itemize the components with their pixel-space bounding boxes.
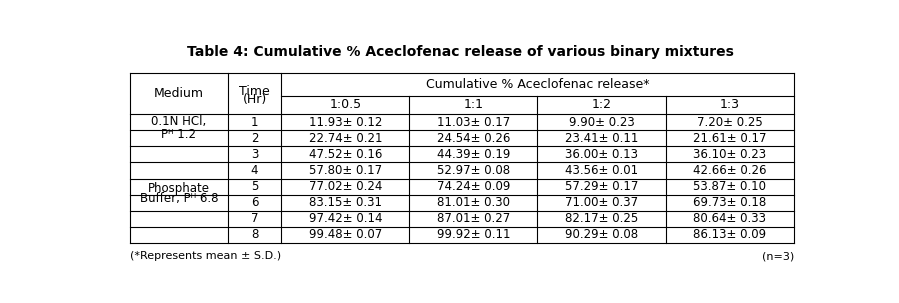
Text: 1:0.5: 1:0.5	[329, 98, 361, 112]
Text: 99.92± 0.11: 99.92± 0.11	[437, 228, 510, 241]
Text: 1:1: 1:1	[463, 98, 484, 112]
Text: 99.48± 0.07: 99.48± 0.07	[308, 228, 382, 241]
Text: (n=3): (n=3)	[761, 251, 794, 261]
Text: 71.00± 0.37: 71.00± 0.37	[565, 196, 638, 209]
Text: 82.17± 0.25: 82.17± 0.25	[565, 212, 638, 225]
Text: Phosphate: Phosphate	[148, 182, 210, 195]
Text: 9.90± 0.23: 9.90± 0.23	[569, 116, 635, 129]
Text: 74.24± 0.09: 74.24± 0.09	[437, 180, 510, 193]
Text: 7: 7	[251, 212, 258, 225]
Text: 97.42± 0.14: 97.42± 0.14	[308, 212, 382, 225]
Text: 6: 6	[251, 196, 258, 209]
Text: 87.01± 0.27: 87.01± 0.27	[437, 212, 510, 225]
Text: 43.56± 0.01: 43.56± 0.01	[565, 164, 638, 177]
Text: (Hr): (Hr)	[243, 93, 267, 106]
Text: 0.1N HCl,: 0.1N HCl,	[151, 115, 207, 128]
Text: (*Represents mean ± S.D.): (*Represents mean ± S.D.)	[129, 251, 280, 261]
Text: 1:2: 1:2	[592, 98, 611, 112]
Text: Cumulative % Aceclofenac release*: Cumulative % Aceclofenac release*	[426, 78, 649, 91]
Text: 90.29± 0.08: 90.29± 0.08	[565, 228, 638, 241]
Text: Table 4: Cumulative % Aceclofenac release of various binary mixtures: Table 4: Cumulative % Aceclofenac releas…	[187, 45, 734, 58]
Text: 57.29± 0.17: 57.29± 0.17	[565, 180, 638, 193]
Text: Medium: Medium	[154, 87, 204, 100]
Text: 11.03± 0.17: 11.03± 0.17	[437, 116, 510, 129]
Text: 2: 2	[251, 132, 258, 145]
Text: 23.41± 0.11: 23.41± 0.11	[565, 132, 638, 145]
Text: 11.93± 0.12: 11.93± 0.12	[308, 116, 382, 129]
Text: 5: 5	[251, 180, 258, 193]
Text: Pᴴ 1.2: Pᴴ 1.2	[162, 128, 196, 141]
Text: 36.00± 0.13: 36.00± 0.13	[565, 148, 638, 161]
Text: 81.01± 0.30: 81.01± 0.30	[437, 196, 510, 209]
Text: 80.64± 0.33: 80.64± 0.33	[693, 212, 766, 225]
Text: 21.61± 0.17: 21.61± 0.17	[693, 132, 767, 145]
Text: 1:3: 1:3	[720, 98, 740, 112]
Text: 24.54± 0.26: 24.54± 0.26	[437, 132, 510, 145]
Text: Buffer, Pᴴ 6.8: Buffer, Pᴴ 6.8	[139, 192, 218, 205]
Text: 1: 1	[251, 116, 258, 129]
Text: Time: Time	[239, 85, 270, 98]
Text: 36.10± 0.23: 36.10± 0.23	[693, 148, 766, 161]
Text: 42.66± 0.26: 42.66± 0.26	[693, 164, 767, 177]
Text: 77.02± 0.24: 77.02± 0.24	[308, 180, 382, 193]
Text: 53.87± 0.10: 53.87± 0.10	[693, 180, 766, 193]
Text: 83.15± 0.31: 83.15± 0.31	[308, 196, 382, 209]
Text: 47.52± 0.16: 47.52± 0.16	[308, 148, 382, 161]
Text: 7.20± 0.25: 7.20± 0.25	[697, 116, 762, 129]
Text: 4: 4	[251, 164, 258, 177]
Text: 86.13± 0.09: 86.13± 0.09	[693, 228, 766, 241]
Text: 3: 3	[251, 148, 258, 161]
Text: 52.97± 0.08: 52.97± 0.08	[437, 164, 510, 177]
Text: 57.80± 0.17: 57.80± 0.17	[308, 164, 382, 177]
Text: 44.39± 0.19: 44.39± 0.19	[437, 148, 510, 161]
Text: 69.73± 0.18: 69.73± 0.18	[693, 196, 766, 209]
Text: 8: 8	[251, 228, 258, 241]
Text: 22.74± 0.21: 22.74± 0.21	[308, 132, 382, 145]
